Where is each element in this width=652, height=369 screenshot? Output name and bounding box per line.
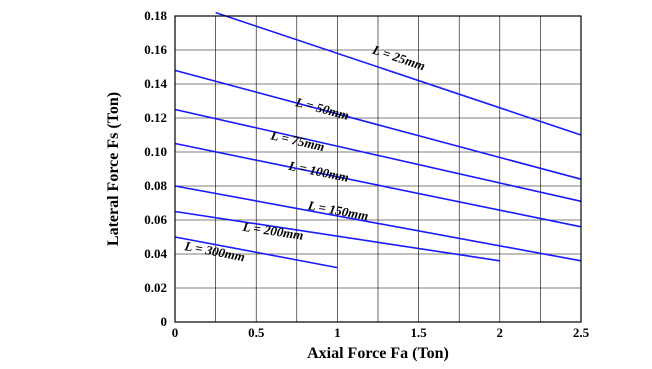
series-line-4 <box>174 185 582 262</box>
tick-labels: 0 0.5 1 1.5 2 2.5 0 0.02 0.04 0.06 0.08 0.10 0.12 0.1… <box>144 8 589 340</box>
x-axis-title: Axial Force Fa (Ton) <box>307 345 449 362</box>
series-label-6: L = 300mm <box>182 238 246 264</box>
y-tick-label: 0 <box>161 314 168 329</box>
y-tick-label: 0.14 <box>144 76 167 91</box>
series-label-2: L = 75mm <box>269 127 327 154</box>
series-line-1 <box>174 69 582 180</box>
series-label-3: L = 100mm <box>286 158 350 185</box>
y-tick-label: 0.04 <box>144 246 167 261</box>
series-line-5 <box>174 210 500 262</box>
x-tick-label: 0 <box>172 325 179 340</box>
x-tick-label: 2.5 <box>573 325 590 340</box>
y-tick-label: 0.02 <box>144 280 167 295</box>
series-label-4: L = 150mm <box>306 197 370 223</box>
y-tick-label: 0.08 <box>144 178 167 193</box>
y-tick-label: 0.10 <box>144 144 167 159</box>
x-tick-label: 1.5 <box>410 325 427 340</box>
series-lines <box>174 11 582 269</box>
series-line-2 <box>174 108 582 203</box>
y-tick-label: 0.06 <box>144 212 167 227</box>
x-tick-label: 0.5 <box>248 325 265 340</box>
series-label-1: L = 50mm <box>293 94 351 123</box>
series-label-5: L = 200mm <box>241 219 305 243</box>
y-tick-label: 0.18 <box>144 8 167 23</box>
y-tick-label: 0.16 <box>144 42 167 57</box>
series-line-6 <box>174 236 338 269</box>
series-line-3 <box>174 142 582 228</box>
grid <box>175 16 581 322</box>
series-line-0 <box>215 11 582 136</box>
x-tick-label: 2 <box>497 325 504 340</box>
x-tick-label: 1 <box>334 325 341 340</box>
y-axis-title: Lateral Force Fs (Ton) <box>105 92 122 246</box>
plot-area <box>174 15 582 323</box>
y-tick-label: 0.12 <box>144 110 167 125</box>
